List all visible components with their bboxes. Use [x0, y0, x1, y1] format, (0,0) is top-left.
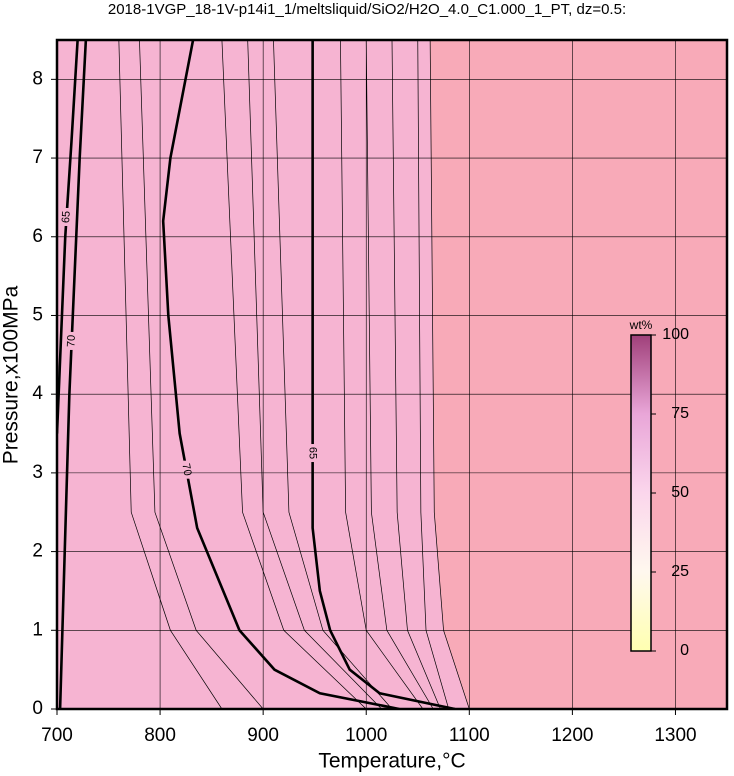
- colorbar-tick-label: 25: [671, 563, 689, 580]
- contour-line: [417, 40, 450, 709]
- contour-line: [139, 40, 264, 709]
- colorbar-tick-label: 0: [680, 642, 689, 659]
- x-tick-label: 1100: [449, 725, 490, 746]
- contour-line: [340, 40, 424, 709]
- colorbar-tick-label: 100: [662, 326, 689, 343]
- contour-line: [57, 40, 79, 434]
- contour-line: [273, 40, 393, 709]
- y-tick-label: 4: [32, 383, 43, 404]
- chart-title: 2018-1VGP_18-1V-p14i1_1/meltsliquid/SiO2…: [108, 1, 626, 18]
- contour-label: 70: [65, 335, 78, 348]
- plot-frame: [55, 38, 729, 711]
- x-axis-label: Temperature,°C: [318, 750, 465, 773]
- contour-line: [391, 40, 441, 709]
- contour-line: [365, 40, 434, 709]
- contour-label: 65: [307, 447, 319, 459]
- contours: 70 65 70 65: [57, 40, 470, 709]
- x-tick-label: 1300: [654, 725, 696, 746]
- y-tick-label: 3: [32, 462, 43, 483]
- y-tick-label: 1: [32, 619, 43, 640]
- colorbar-tick-label: 50: [671, 484, 689, 501]
- contour-line: [311, 40, 456, 709]
- y-tick-label: 2: [32, 541, 43, 562]
- x-tick-label: 1200: [551, 725, 593, 746]
- contour-label-bg: [62, 207, 71, 226]
- contour-label-bg: [182, 460, 191, 479]
- x-tick-label: 900: [247, 725, 279, 746]
- colorbar: [630, 334, 652, 652]
- y-tick-label: 0: [32, 698, 43, 719]
- y-tick-label: 6: [32, 226, 43, 247]
- x-tick-label: 700: [41, 725, 73, 746]
- contour-label-bg: [308, 444, 317, 463]
- x-tick-label: 1000: [345, 725, 387, 746]
- y-tick-label: 8: [32, 68, 43, 89]
- colorbar-label: wt%: [629, 318, 653, 332]
- contour-label: 65: [60, 210, 73, 223]
- contour-line: [161, 40, 400, 709]
- x-tick-label: 800: [144, 725, 176, 746]
- contour-label: 70: [179, 463, 193, 477]
- y-axis-label: Pressure,x100MPa: [0, 285, 23, 464]
- contour-line: [247, 40, 382, 709]
- contour-line: [429, 40, 470, 709]
- colorbar-tick-label: 75: [671, 405, 689, 422]
- y-tick-label: 5: [32, 304, 43, 325]
- y-tick-label: 7: [32, 147, 43, 168]
- contour-label-bg: [67, 331, 76, 350]
- contour-line: [118, 40, 223, 709]
